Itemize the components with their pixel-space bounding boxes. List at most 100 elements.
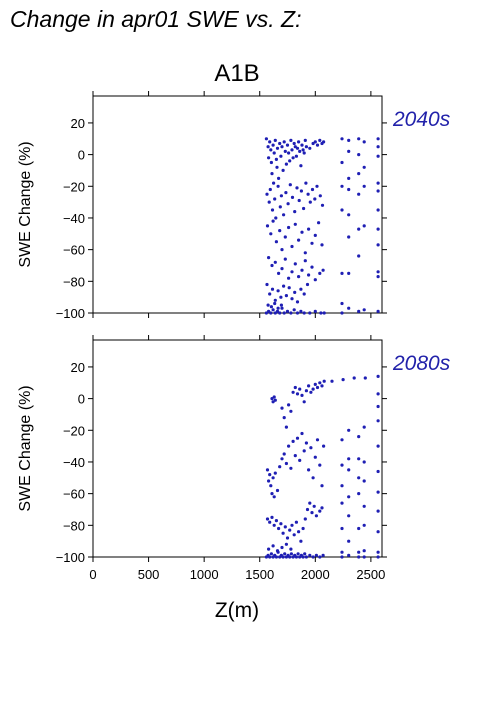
data-point	[283, 149, 287, 153]
data-point	[278, 465, 282, 469]
data-point	[347, 235, 351, 239]
data-point	[376, 208, 380, 212]
data-point	[272, 181, 276, 185]
data-point	[290, 244, 294, 249]
data-point	[289, 547, 293, 551]
data-point	[298, 149, 302, 153]
data-point	[295, 392, 300, 396]
data-point	[283, 257, 287, 261]
data-point	[362, 549, 366, 553]
data-point	[281, 168, 285, 172]
data-point	[291, 156, 295, 160]
data-point	[284, 425, 288, 429]
y-tick-label: 0	[78, 148, 85, 163]
period-label: 2040s	[392, 108, 451, 131]
data-point	[268, 187, 272, 192]
data-point	[294, 520, 298, 524]
data-point	[284, 162, 288, 166]
data-point	[268, 555, 272, 559]
data-point	[280, 248, 284, 252]
data-point	[307, 384, 311, 388]
data-point	[290, 148, 294, 152]
data-point	[292, 533, 296, 537]
data-point	[315, 385, 320, 390]
data-point	[270, 287, 275, 291]
data-point	[271, 219, 275, 223]
data-point	[267, 200, 271, 204]
data-point	[321, 268, 325, 272]
data-point	[273, 398, 277, 402]
data-point	[292, 141, 296, 146]
plot-frame	[92, 339, 383, 558]
data-point	[309, 446, 313, 450]
data-point	[300, 268, 304, 272]
y-tick-label: −40	[63, 455, 85, 470]
data-point	[301, 526, 305, 531]
data-point	[347, 176, 351, 180]
data-point	[376, 270, 380, 274]
data-point	[299, 164, 303, 168]
data-point	[277, 271, 281, 275]
data-point	[294, 154, 298, 158]
data-point	[282, 416, 286, 420]
data-point	[363, 376, 367, 380]
data-point	[266, 303, 270, 307]
data-point	[315, 438, 320, 442]
data-point	[318, 509, 322, 513]
data-point	[322, 379, 326, 383]
data-point	[347, 514, 351, 518]
panel-2040s: −100 −80 −60 −40 −20 0 20 SWE Change (%) 2040s	[17, 91, 451, 321]
data-point	[284, 294, 288, 298]
data-point	[287, 286, 291, 290]
data-point	[274, 157, 278, 161]
data-point	[313, 382, 317, 386]
data-point	[357, 555, 361, 559]
data-point	[281, 555, 285, 559]
data-point	[270, 172, 274, 176]
data-point	[313, 455, 317, 459]
data-point	[282, 140, 286, 144]
data-point	[313, 309, 317, 313]
data-point	[265, 468, 270, 472]
data-point	[289, 138, 293, 142]
data-point	[376, 275, 380, 279]
plot-frame	[92, 95, 383, 314]
data-point	[318, 555, 322, 559]
x-tick-label: 1000	[190, 567, 219, 582]
data-point	[376, 374, 380, 378]
data-point	[376, 555, 380, 559]
data-point	[284, 542, 288, 546]
data-point	[275, 309, 280, 313]
data-point	[277, 526, 281, 531]
data-point	[297, 238, 301, 242]
data-point	[296, 552, 300, 556]
data-point	[340, 438, 344, 442]
data-point	[306, 192, 310, 196]
y-tick-label: −100	[56, 550, 85, 565]
data-point	[278, 229, 282, 233]
data-point	[293, 385, 297, 390]
x-tick-label: 2500	[356, 567, 385, 582]
data-point	[273, 260, 277, 264]
data-point	[318, 381, 322, 385]
data-point	[295, 146, 300, 150]
data-point	[273, 138, 277, 142]
data-point	[280, 306, 284, 310]
data-point	[290, 270, 294, 274]
y-tick-label: 0	[78, 392, 85, 407]
data-point	[320, 384, 324, 388]
data-point	[376, 530, 380, 534]
data-point	[300, 393, 304, 397]
data-point	[293, 262, 297, 266]
data-point	[301, 555, 305, 559]
data-point	[376, 419, 380, 423]
data-point	[362, 224, 366, 228]
figure-title: Change in apr01 SWE vs. Z:	[10, 6, 301, 32]
data-point	[307, 273, 311, 277]
data-point	[362, 479, 366, 483]
data-point	[341, 378, 345, 382]
y-tick-label: −20	[63, 423, 85, 438]
data-point	[376, 154, 380, 158]
data-point	[289, 409, 293, 413]
